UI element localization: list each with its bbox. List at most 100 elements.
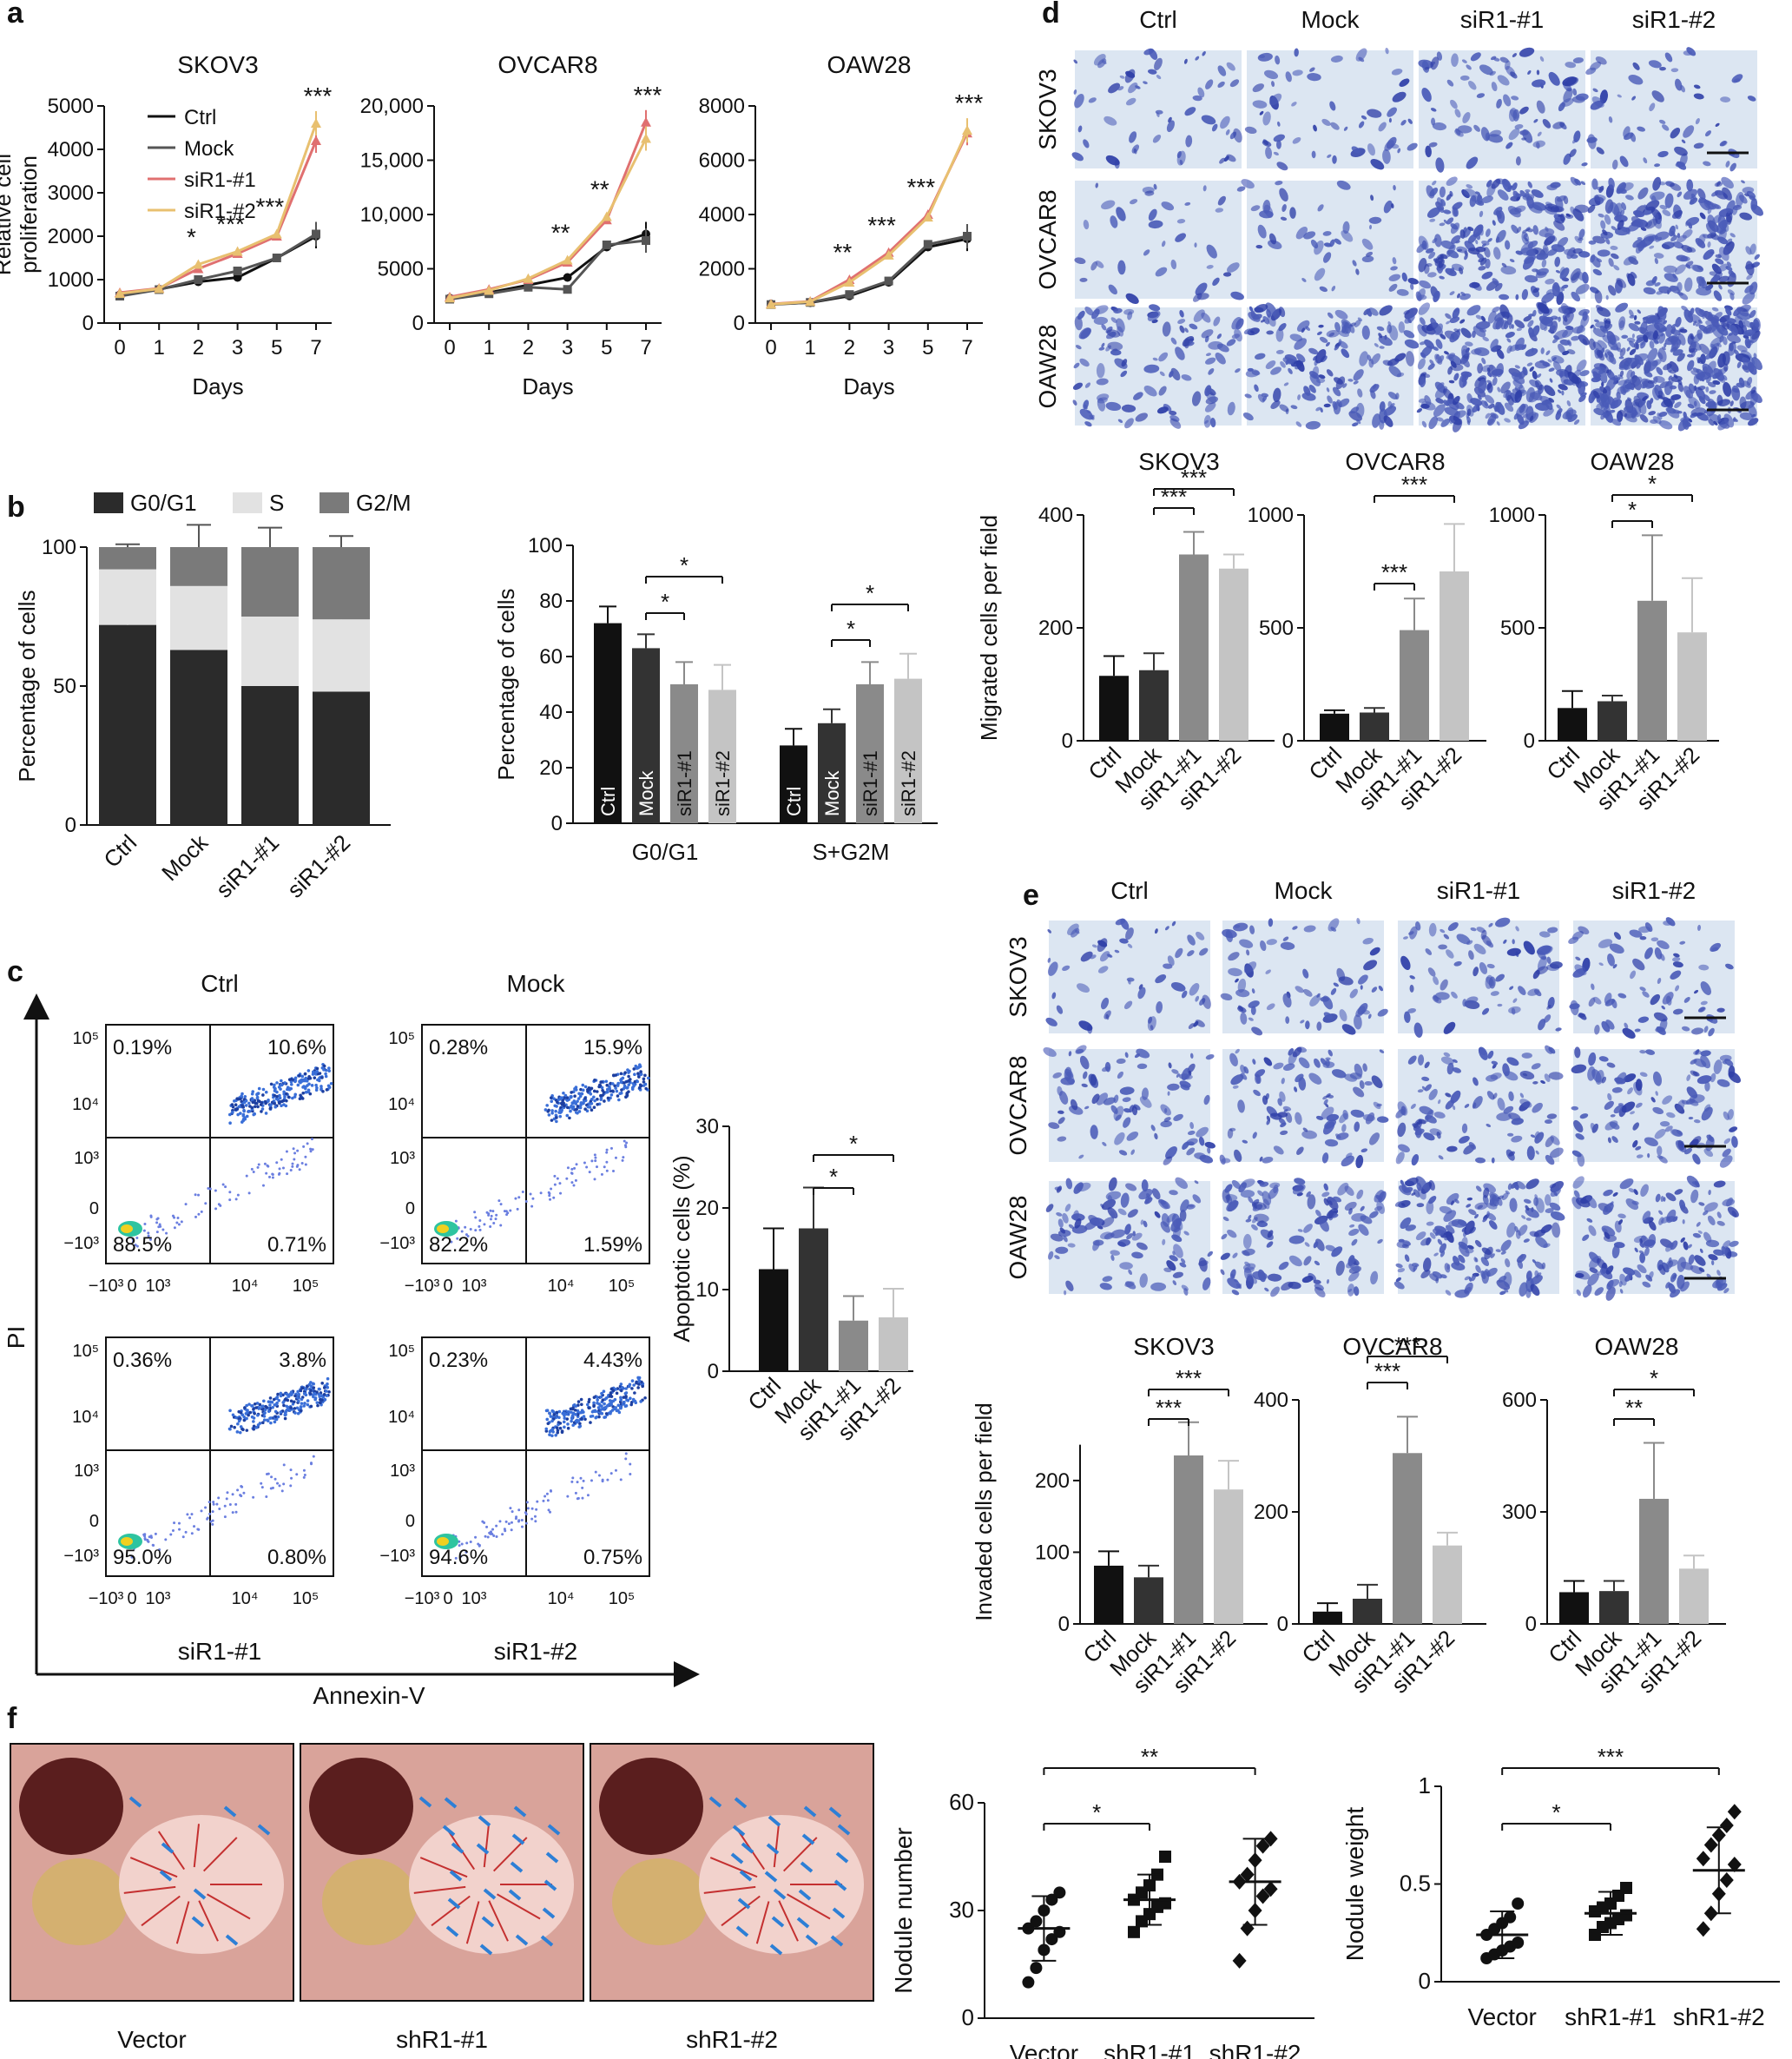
cell bbox=[1074, 315, 1083, 331]
flow-dot bbox=[299, 1405, 303, 1409]
y-tick-label: 3000 bbox=[48, 181, 94, 205]
cell bbox=[1725, 210, 1733, 223]
cell bbox=[1532, 268, 1538, 273]
cell bbox=[1159, 371, 1165, 377]
flow-dot bbox=[594, 1159, 597, 1163]
flow-dot bbox=[289, 1484, 293, 1488]
flow-dot bbox=[147, 1231, 150, 1235]
cell bbox=[1072, 399, 1077, 406]
flow-dot bbox=[477, 1542, 480, 1546]
flow-dot bbox=[570, 1101, 575, 1105]
bar-inner-label: Mock bbox=[636, 769, 657, 816]
flow-dot bbox=[594, 1156, 597, 1159]
flow-dot bbox=[510, 1521, 513, 1524]
flow-dot bbox=[291, 1096, 294, 1100]
flow-dot bbox=[228, 1427, 232, 1431]
cell bbox=[1430, 108, 1437, 112]
cell bbox=[1392, 91, 1407, 102]
flow-dot bbox=[275, 1161, 279, 1165]
cell bbox=[1461, 59, 1467, 63]
flow-dot bbox=[629, 1402, 633, 1407]
cell bbox=[1074, 94, 1084, 109]
flow-dot bbox=[545, 1409, 550, 1413]
cell bbox=[1651, 90, 1664, 102]
flow-dot bbox=[317, 1079, 321, 1083]
flow-dot bbox=[582, 1415, 586, 1418]
cell bbox=[1259, 110, 1264, 115]
flow-dot bbox=[284, 1413, 287, 1416]
cell bbox=[1252, 83, 1264, 93]
cell bbox=[1206, 265, 1214, 269]
flow-dot bbox=[608, 1086, 611, 1091]
cell bbox=[1593, 194, 1606, 201]
flow-dot bbox=[525, 1501, 529, 1504]
bar bbox=[170, 547, 227, 586]
cell bbox=[1147, 69, 1157, 75]
cell bbox=[1396, 288, 1409, 296]
flow-dot bbox=[581, 1486, 584, 1489]
cell bbox=[1709, 271, 1717, 276]
flow-dot bbox=[255, 1402, 260, 1405]
cell bbox=[1201, 312, 1211, 323]
flow-dot bbox=[322, 1386, 326, 1389]
flow-dot bbox=[252, 1170, 255, 1173]
flow-dot bbox=[228, 1409, 232, 1413]
x-axis-label: Days bbox=[522, 373, 573, 399]
cell bbox=[1229, 79, 1240, 88]
flow-dot bbox=[536, 1500, 539, 1503]
flow-dot bbox=[252, 1424, 256, 1429]
row-label: OAW28 bbox=[1034, 325, 1061, 409]
flow-dot bbox=[491, 1210, 495, 1213]
flow-dot bbox=[268, 1396, 273, 1400]
cell bbox=[1494, 282, 1503, 292]
y-tick-label: 80 bbox=[539, 590, 563, 613]
flow-dot bbox=[593, 1409, 597, 1414]
cell bbox=[1181, 374, 1192, 381]
micrograph-bg bbox=[1419, 50, 1585, 168]
cell bbox=[1574, 204, 1590, 214]
cell bbox=[1170, 259, 1177, 270]
flow-dot bbox=[590, 1159, 594, 1163]
flow-dot bbox=[619, 1478, 623, 1482]
flow-dot bbox=[240, 1495, 243, 1498]
x-tick-label: Mock bbox=[156, 828, 214, 886]
micrograph bbox=[1241, 179, 1419, 299]
flow-dot bbox=[283, 1397, 287, 1402]
cell bbox=[1747, 96, 1756, 102]
flow-dot bbox=[211, 1510, 214, 1514]
cell bbox=[1197, 87, 1205, 98]
flow-cluster bbox=[121, 1224, 133, 1233]
micrograph bbox=[1395, 1045, 1564, 1166]
flow-dot bbox=[544, 1429, 549, 1433]
cell bbox=[1535, 271, 1547, 279]
flow-dot bbox=[570, 1091, 573, 1094]
cell bbox=[1512, 53, 1518, 57]
flow-dot bbox=[276, 1482, 280, 1485]
flow-dot bbox=[613, 1084, 616, 1088]
cell bbox=[1236, 186, 1246, 192]
cell bbox=[1608, 285, 1617, 296]
bar bbox=[780, 745, 807, 823]
micrograph bbox=[1585, 47, 1757, 172]
flow-dot bbox=[304, 1155, 307, 1158]
micrograph bbox=[1588, 302, 1762, 432]
data-point bbox=[271, 228, 282, 239]
quadrant-ll: 95.0% bbox=[113, 1546, 172, 1569]
cell bbox=[1503, 94, 1512, 107]
flow-dot bbox=[517, 1508, 521, 1512]
flow-dot bbox=[283, 1081, 287, 1085]
cell bbox=[1133, 392, 1143, 400]
cell bbox=[1301, 278, 1307, 282]
flow-dot bbox=[624, 1387, 628, 1390]
flow-dot bbox=[491, 1528, 495, 1531]
x-group-label: S+G2M bbox=[813, 839, 890, 865]
cell bbox=[1497, 75, 1510, 86]
x-tick-label: 1 bbox=[805, 336, 816, 360]
flow-dot bbox=[478, 1219, 482, 1223]
cell bbox=[1527, 241, 1538, 248]
flow-dot bbox=[617, 1410, 622, 1415]
cell bbox=[1574, 235, 1583, 244]
flow-dot bbox=[593, 1178, 596, 1181]
y-tick-label: 4000 bbox=[48, 138, 94, 162]
